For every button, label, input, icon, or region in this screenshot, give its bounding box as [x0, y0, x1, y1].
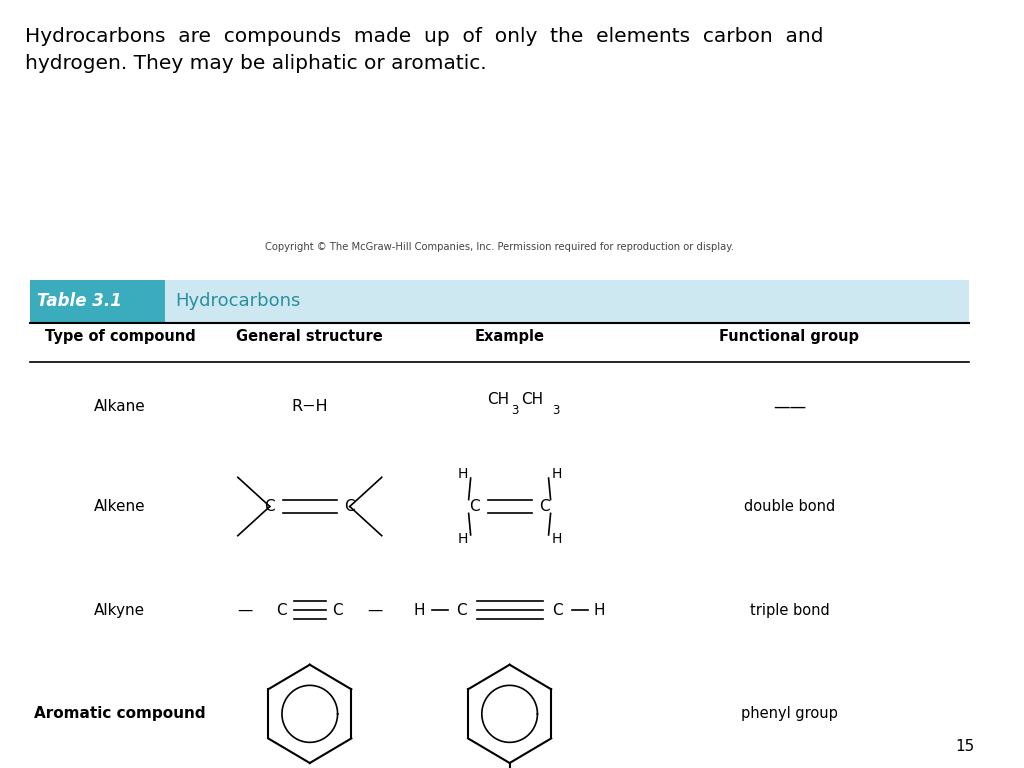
Text: R−H: R−H — [292, 399, 328, 414]
Text: H: H — [594, 603, 605, 617]
Text: C: C — [333, 603, 343, 617]
Text: Alkane: Alkane — [94, 399, 145, 414]
Text: double bond: double bond — [743, 499, 835, 514]
Text: C: C — [344, 499, 355, 514]
Text: CH: CH — [521, 392, 544, 406]
Text: Alkene: Alkene — [94, 499, 145, 514]
Text: 3: 3 — [553, 404, 560, 417]
Text: C: C — [457, 603, 467, 617]
Text: General structure: General structure — [237, 329, 383, 344]
Text: H: H — [458, 467, 468, 482]
Text: H: H — [458, 531, 468, 546]
Text: ——: —— — [773, 398, 806, 415]
Text: 15: 15 — [955, 739, 974, 754]
Text: —: — — [367, 603, 382, 617]
Text: C: C — [276, 603, 287, 617]
Text: Hydrocarbons  are  compounds  made  up  of  only  the  elements  carbon  and
hyd: Hydrocarbons are compounds made up of on… — [25, 27, 823, 73]
Text: Example: Example — [474, 329, 545, 344]
Text: Aromatic compound: Aromatic compound — [34, 707, 206, 721]
Text: C: C — [264, 499, 275, 514]
Text: H: H — [551, 531, 562, 546]
Text: H: H — [551, 467, 562, 482]
Text: C: C — [540, 499, 550, 514]
Text: Table 3.1: Table 3.1 — [37, 293, 122, 310]
Text: Alkyne: Alkyne — [94, 603, 145, 617]
Text: Functional group: Functional group — [720, 329, 859, 344]
Text: triple bond: triple bond — [750, 603, 829, 617]
Bar — [30, 280, 970, 323]
Text: phenyl group: phenyl group — [741, 707, 838, 721]
Text: H: H — [414, 603, 425, 617]
Text: Copyright © The McGraw-Hill Companies, Inc. Permission required for reproduction: Copyright © The McGraw-Hill Companies, I… — [265, 242, 734, 252]
Text: —: — — [238, 603, 253, 617]
Text: C: C — [469, 499, 480, 514]
Bar — [165, 280, 970, 323]
Text: Hydrocarbons: Hydrocarbons — [175, 293, 300, 310]
Text: CH: CH — [487, 392, 510, 406]
Text: Type of compound: Type of compound — [44, 329, 196, 344]
Text: C: C — [552, 603, 563, 617]
Text: 3: 3 — [512, 404, 519, 417]
